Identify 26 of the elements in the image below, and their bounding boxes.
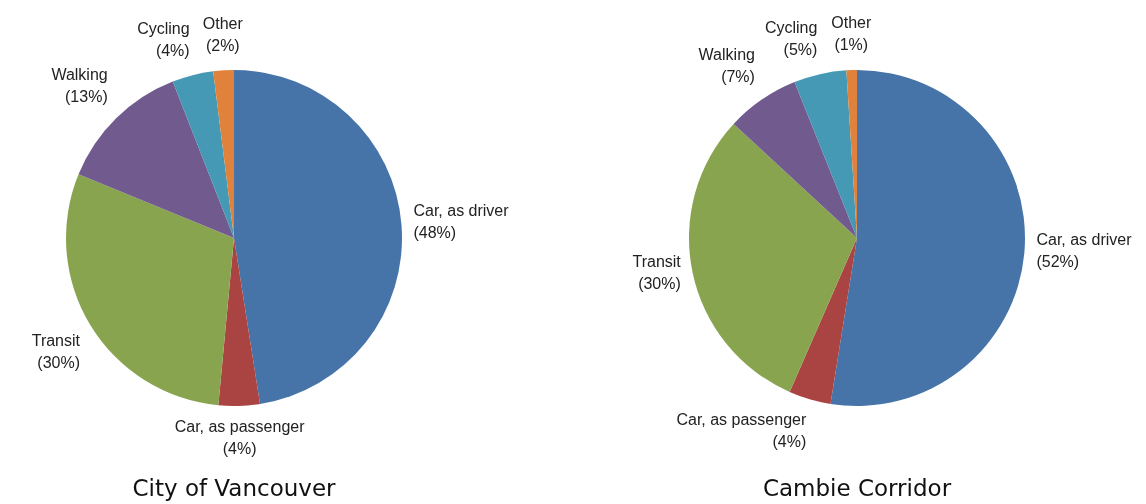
- slice-label: Car, as driver: [1036, 230, 1133, 248]
- slice-label: Other: [202, 14, 244, 32]
- slice-label: Cycling: [137, 19, 190, 37]
- data-label: (13%): [65, 88, 108, 106]
- slice-label: Transit: [632, 253, 682, 271]
- text: City of Vancouver: [132, 475, 337, 501]
- slice-label: Car, as passenger: [676, 411, 807, 429]
- data-label: (52%): [1036, 252, 1080, 270]
- slice-label: Walking: [698, 46, 755, 64]
- slice-label: Car, as driver: [413, 202, 510, 220]
- data-label: (5%): [783, 40, 818, 58]
- data-label: (30%): [37, 353, 81, 371]
- slice-label: Other: [831, 14, 872, 32]
- data-label: (4%): [772, 433, 807, 451]
- data-label: (7%): [721, 68, 755, 86]
- data-label: (1%): [834, 36, 869, 54]
- data-label: (4%): [155, 41, 190, 59]
- slice-label: Cycling: [764, 18, 818, 36]
- data-label: (2%): [205, 36, 240, 54]
- slice-label: Transit: [31, 331, 81, 349]
- slice-label: Walking: [51, 66, 108, 84]
- data-label: (48%): [413, 224, 457, 242]
- data-label: (30%): [638, 275, 681, 293]
- data-label: (4%): [222, 440, 257, 458]
- slice-label: Car, as passenger: [174, 418, 306, 436]
- text: Cambie Corridor: [762, 475, 952, 501]
